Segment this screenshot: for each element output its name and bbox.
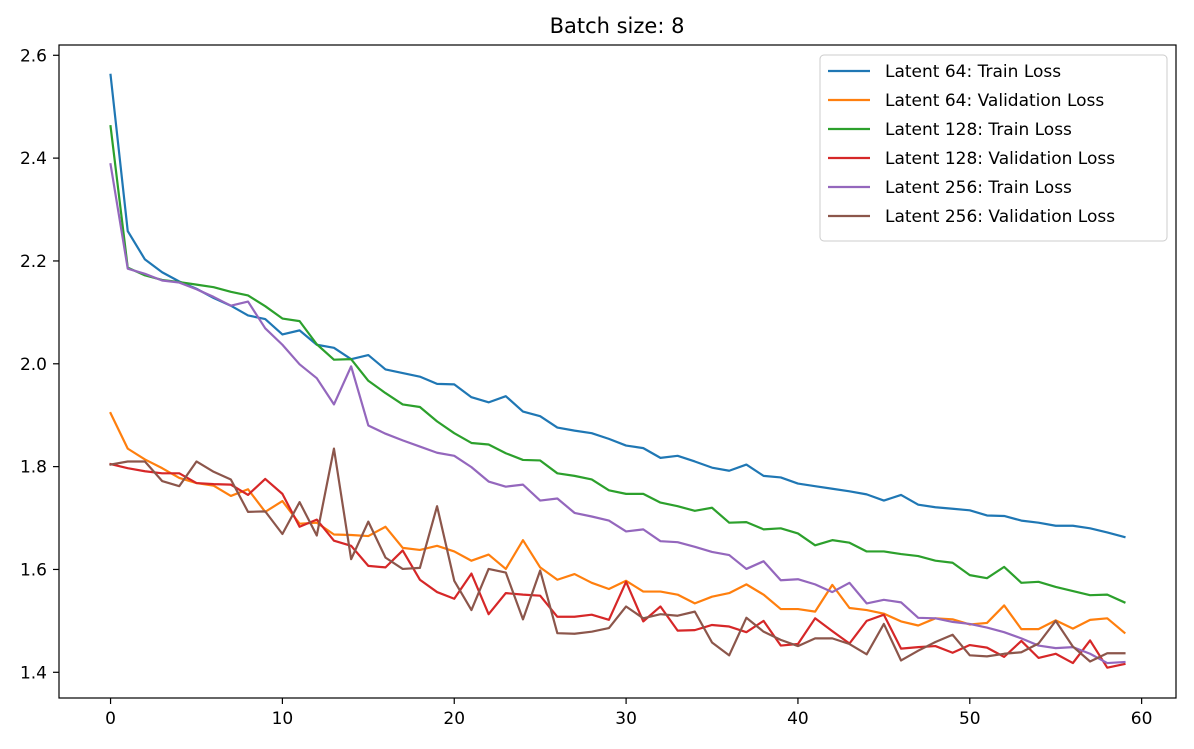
series-layer	[109, 73, 1126, 669]
legend: Latent 64: Train Loss Latent 64: Validati…	[819, 54, 1168, 242]
y-tick-label: 2.0	[20, 355, 47, 375]
legend-label: Latent 64: Validation Loss	[885, 91, 1104, 111]
x-tick-label: 0	[105, 709, 116, 729]
x-tick-label: 20	[443, 709, 465, 729]
y-tick-label: 1.8	[20, 458, 47, 478]
axis-layer: 0 10 20 30 40 50 60 1.4 1.6 1.8 2.0 2.2 2.4 2.6	[20, 46, 1152, 729]
y-tick-label: 2.2	[20, 252, 47, 272]
x-tick-label: 30	[615, 709, 637, 729]
y-tick-label: 2.4	[20, 149, 47, 169]
legend-label: Latent 128: Train Loss	[885, 120, 1072, 140]
x-tick-label: 50	[959, 709, 981, 729]
legend-box	[819, 54, 1168, 242]
series-line-2	[109, 411, 1126, 635]
y-tick-label: 1.6	[20, 560, 47, 580]
legend-label: Latent 256: Validation Loss	[885, 207, 1115, 227]
y-tick-label: 2.6	[20, 46, 47, 66]
series-line-6	[109, 447, 1126, 663]
x-tick-label: 40	[787, 709, 809, 729]
series-line-5	[109, 163, 1126, 665]
plot-frame	[58, 44, 1177, 699]
series-line-3	[109, 125, 1126, 604]
chart-title: Batch size: 8	[550, 14, 685, 38]
x-tick-label: 10	[272, 709, 294, 729]
series-line-4	[109, 462, 1126, 669]
legend-label: Latent 64: Train Loss	[885, 62, 1061, 82]
legend-label: Latent 256: Train Loss	[885, 178, 1072, 198]
legend-label: Latent 128: Validation Loss	[885, 149, 1115, 169]
x-tick-label: 60	[1131, 709, 1153, 729]
y-tick-label: 1.4	[20, 663, 47, 683]
series-line-1	[109, 73, 1126, 539]
